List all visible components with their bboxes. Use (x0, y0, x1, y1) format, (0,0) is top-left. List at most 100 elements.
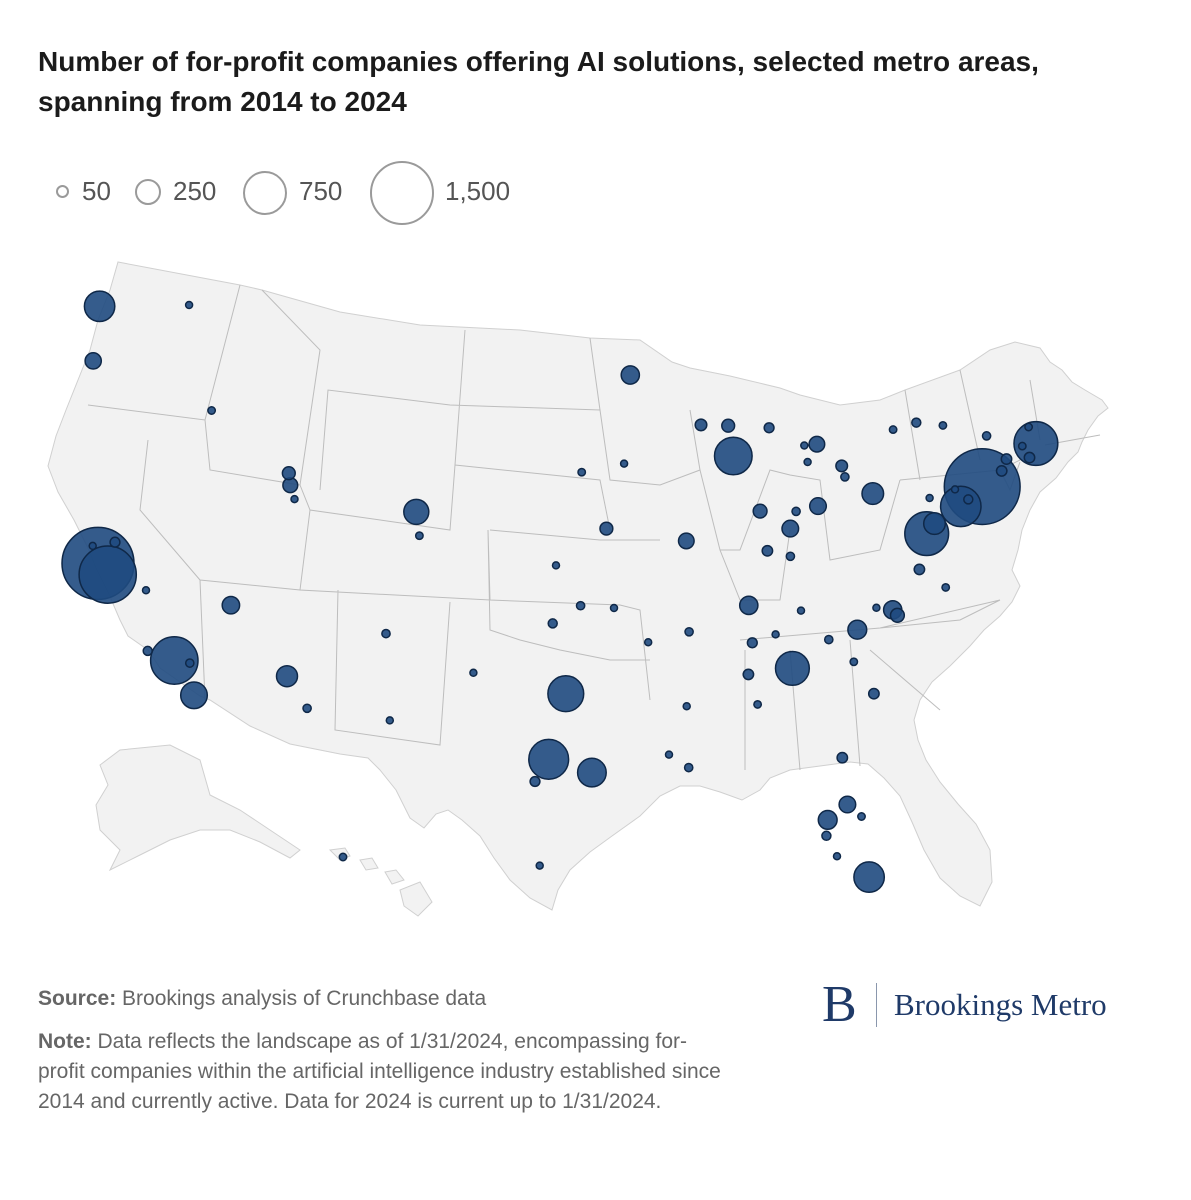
bubble-richmond[interactable]: Richmond (913, 563, 926, 576)
bubble-fresno[interactable]: Fresno (141, 586, 151, 595)
bubble-oklahoma-city[interactable]: Oklahoma City (547, 618, 558, 629)
bubble-montgomery[interactable]: Montgomery (753, 699, 763, 709)
bubble-toledo[interactable]: Toledo (803, 457, 812, 467)
bubble-fayetteville[interactable]: Fayetteville (609, 603, 619, 613)
bubble-orlando[interactable]: Orlando (838, 795, 857, 814)
bubble-san-diego[interactable]: San Diego (179, 681, 209, 710)
bubble-chattanooga[interactable]: Chattanooga (771, 630, 780, 639)
bubble-provo[interactable]: Provo (290, 494, 299, 504)
note-line: Note: Data reflects the landscape as of … (38, 1027, 728, 1117)
bubble-philadelphia[interactable]: Philadelphia (939, 485, 982, 528)
bubble-syracuse[interactable]: Syracuse (938, 420, 948, 430)
bubble-baton-rouge[interactable]: Baton Rouge (664, 750, 674, 759)
bubble-tulsa[interactable]: Tulsa (575, 600, 586, 611)
us-map-svg: New YorkSan FranciscoSan JoseLos Angeles… (47, 261, 1109, 917)
bubble-minneapolis[interactable]: Minneapolis (620, 365, 641, 385)
bubble-charleston[interactable]: Charleston (867, 687, 880, 700)
bubble-atlanta[interactable]: Atlanta (774, 650, 811, 687)
bubble-ann-arbor[interactable]: Ann Arbor (800, 441, 809, 450)
bubble-sacramento[interactable]: Sacramento (109, 536, 121, 548)
bubble-dallas[interactable]: Dallas (547, 675, 585, 713)
bubble-baltimore[interactable]: Baltimore (922, 512, 947, 536)
bubble-albuquerque[interactable]: Albuquerque (381, 628, 391, 639)
bubble-wichita[interactable]: Wichita (551, 561, 561, 570)
bubble-cape-coral[interactable]: Cape Coral (832, 851, 842, 861)
bubble-pittsburgh[interactable]: Pittsburgh (861, 482, 885, 506)
bubble-boise[interactable]: Boise (207, 406, 217, 415)
bubble-miami[interactable]: Miami (853, 861, 886, 894)
bubble-harrisburg[interactable]: Harrisburg (925, 493, 934, 503)
bubble-greenville[interactable]: Greenville (823, 634, 834, 645)
bubble-jacksonville[interactable]: Jacksonville (836, 751, 849, 764)
source-line: Source: Brookings analysis of Crunchbase… (38, 985, 486, 1013)
bubble-las-vegas[interactable]: Las Vegas (221, 595, 241, 615)
bubble-nashville[interactable]: Nashville (738, 595, 759, 616)
bubble-omaha[interactable]: Omaha (577, 467, 587, 477)
bubble-cincinnati[interactable]: Cincinnati (781, 519, 800, 538)
bubble-san-jose[interactable]: San Jose (78, 545, 138, 604)
bubble-sarasota[interactable]: Sarasota (821, 830, 832, 842)
bubble-dayton[interactable]: Dayton (791, 506, 801, 517)
size-legend: 50 250 750 1,500 (40, 155, 640, 230)
bubble-columbus[interactable]: Columbus (808, 497, 828, 516)
bubble-mcallen[interactable]: McAllen (535, 861, 544, 870)
bubble-knoxville[interactable]: Knoxville (796, 606, 806, 615)
bubble-providence[interactable]: Providence (1023, 451, 1036, 464)
bubble-tampa[interactable]: Tampa (817, 809, 838, 831)
bubble-greensboro[interactable]: Greensboro (872, 603, 881, 613)
bubble-austin[interactable]: Austin (528, 738, 570, 780)
brookings-metro-logo: B Brookings Metro (822, 975, 1162, 1035)
legend-label-50: 50 (82, 176, 111, 206)
bubble-el-paso[interactable]: El Paso (385, 716, 395, 725)
bubble-worcester[interactable]: Worcester (1017, 441, 1027, 451)
bubble-des-moines[interactable]: Des Moines (619, 459, 629, 468)
bubble-rochester[interactable]: Rochester (911, 417, 922, 428)
bubble-portland[interactable]: Portland (84, 352, 103, 370)
bubble-birmingham[interactable]: Birmingham (742, 668, 755, 681)
bubble-louisville[interactable]: Louisville (761, 544, 774, 557)
bubble-san-antonio[interactable]: San Antonio (529, 775, 541, 788)
bubble-riverside[interactable]: Riverside (184, 658, 195, 668)
bubble-new-haven[interactable]: New Haven (995, 464, 1008, 477)
bubble-ogden[interactable]: Ogden (281, 466, 296, 481)
bubble-milwaukee[interactable]: Milwaukee (721, 418, 736, 433)
bubble-grand-rapids[interactable]: Grand Rapids (763, 422, 775, 434)
bubble-trenton[interactable]: Trenton (963, 494, 974, 505)
bubble-tucson[interactable]: Tucson (302, 703, 312, 714)
bubble-houston[interactable]: Houston (576, 757, 607, 788)
bubble-columbia[interactable]: Columbia (849, 657, 859, 667)
bubble-madison[interactable]: Madison (694, 418, 708, 432)
bubble-cleveland[interactable]: Cleveland (835, 459, 849, 473)
bubble-albany[interactable]: Albany (981, 431, 992, 441)
bubble-raleigh[interactable]: Raleigh (889, 607, 906, 623)
bubble-santa-barbara[interactable]: Santa Barbara (142, 645, 153, 657)
bubble-jackson[interactable]: Jackson (682, 701, 691, 711)
bubble-chicago[interactable]: Chicago (713, 436, 753, 476)
bubble-santa-rosa[interactable]: Santa Rosa (88, 541, 97, 551)
bubble-charlotte[interactable]: Charlotte (847, 619, 868, 640)
bubble-little-rock[interactable]: Little Rock (643, 637, 653, 647)
bubble-lexington[interactable]: Lexington (785, 551, 796, 562)
bubble-akron[interactable]: Akron (840, 472, 850, 482)
bubble-allentown[interactable]: Allentown (950, 485, 960, 494)
bubble-new-orleans[interactable]: New Orleans (683, 762, 694, 773)
bubble-hartford[interactable]: Hartford (1000, 453, 1013, 466)
bubble-kansas-city[interactable]: Kansas City (599, 521, 614, 536)
bubble-indianapolis[interactable]: Indianapolis (752, 503, 768, 519)
bubble-colorado-springs[interactable]: Colorado Springs (414, 531, 424, 541)
bubble-huntsville[interactable]: Huntsville (746, 637, 758, 649)
bubble-detroit[interactable]: Detroit (808, 435, 826, 453)
bubble-buffalo[interactable]: Buffalo (888, 425, 898, 435)
bubble-lubbock[interactable]: Lubbock (469, 668, 478, 678)
bubble-melbourne[interactable]: Melbourne (857, 812, 866, 821)
bubble-st-louis[interactable]: St. Louis (677, 532, 695, 550)
bubble-phoenix[interactable]: Phoenix (275, 664, 299, 688)
bubble-honolulu[interactable]: Honolulu (338, 852, 348, 862)
bubble-spokane[interactable]: Spokane (184, 300, 194, 310)
bubble-memphis[interactable]: Memphis (684, 626, 694, 637)
bubble-manchester[interactable]: Manchester (1024, 422, 1034, 432)
bubble-los-angeles[interactable]: Los Angeles (149, 636, 199, 685)
bubble-virginia-beach[interactable]: Virginia Beach (941, 582, 951, 592)
bubble-denver[interactable]: Denver (403, 498, 430, 526)
bubble-seattle[interactable]: Seattle (83, 290, 116, 323)
